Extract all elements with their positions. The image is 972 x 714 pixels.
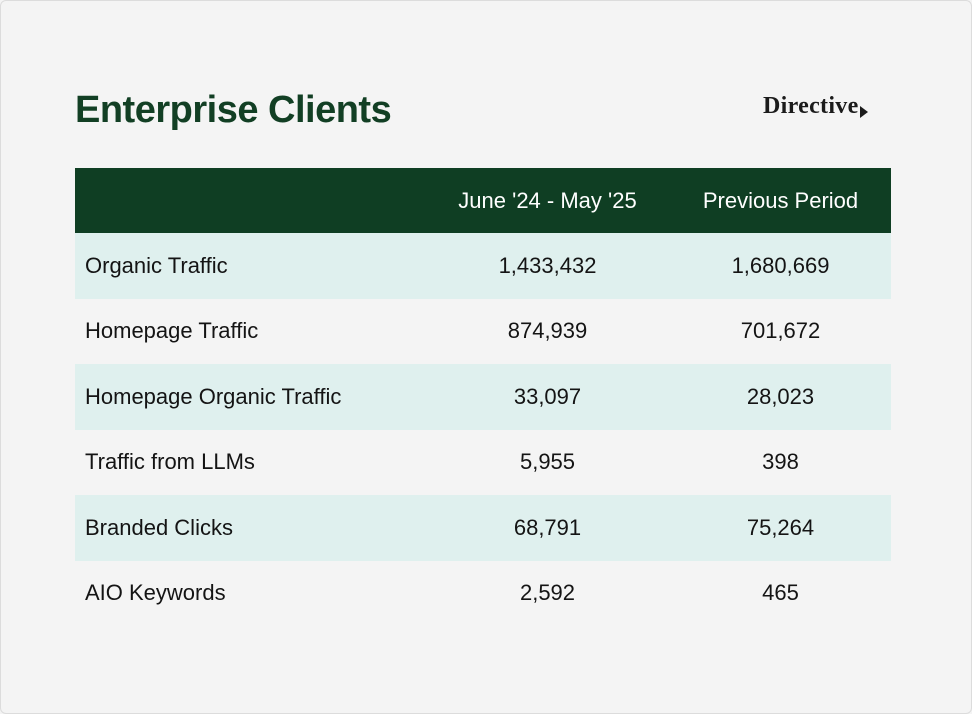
row-previous-value: 75,264 — [746, 514, 815, 540]
brand-logo-text: Directive — [763, 93, 859, 119]
row-previous-value: 28,023 — [746, 383, 815, 409]
table-header-row: June '24 - May '25 Previous Period — [75, 168, 891, 233]
row-previous-value: 398 — [762, 449, 799, 475]
triangle-arrow-icon — [859, 106, 868, 118]
row-previous-value: 701,672 — [740, 318, 821, 344]
metrics-table: June '24 - May '25 Previous Period Organ… — [75, 168, 891, 626]
page-title: Enterprise Clients — [75, 89, 392, 131]
row-label: Branded Clicks — [85, 514, 233, 540]
table-row: Homepage Traffic 874,939 701,672 — [75, 298, 891, 364]
row-current-value: 874,939 — [507, 318, 588, 344]
table-row: Homepage Organic Traffic 33,097 28,023 — [75, 364, 891, 430]
row-current-value: 1,433,432 — [498, 252, 597, 278]
row-previous-value: 1,680,669 — [731, 252, 830, 278]
row-current-value: 5,955 — [519, 449, 576, 475]
row-label: Homepage Traffic — [85, 318, 259, 344]
row-current-value: 2,592 — [519, 580, 576, 606]
table-row: AIO Keywords 2,592 465 — [75, 560, 891, 626]
table-row: Branded Clicks 68,791 75,264 — [75, 495, 891, 561]
brand-logo: Directive — [763, 92, 868, 124]
row-current-value: 33,097 — [513, 383, 582, 409]
row-label: Traffic from LLMs — [85, 449, 255, 475]
row-previous-value: 465 — [762, 580, 799, 606]
table-row: Organic Traffic 1,433,432 1,680,669 — [75, 233, 891, 299]
table-row: Traffic from LLMs 5,955 398 — [75, 429, 891, 495]
row-label: Organic Traffic — [85, 252, 228, 278]
row-label: AIO Keywords — [85, 580, 226, 606]
row-label: Homepage Organic Traffic — [85, 383, 342, 409]
row-current-value: 68,791 — [513, 514, 582, 540]
header-current-period: June '24 - May '25 — [458, 187, 637, 213]
header-previous-period: Previous Period — [702, 187, 859, 213]
